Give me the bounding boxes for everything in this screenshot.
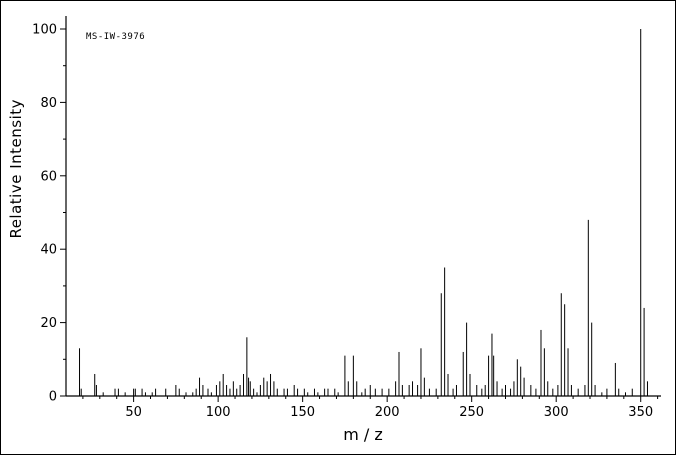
spectrum-id-label: MS-IW-3976: [86, 32, 146, 42]
x-tick-label: 50: [125, 405, 142, 420]
y-tick-label: 60: [40, 169, 57, 184]
x-axis-title: m / z: [343, 425, 383, 444]
peak-lines: [79, 29, 648, 396]
x-tick-label: 150: [290, 405, 315, 420]
x-tick-label: 100: [206, 405, 231, 420]
x-tick-label: 350: [628, 405, 653, 420]
x-tick-label: 250: [459, 405, 484, 420]
y-tick-label: 80: [40, 96, 57, 111]
y-tick-label: 40: [40, 243, 57, 258]
y-tick-label: 100: [32, 23, 57, 38]
y-tick-label: 0: [49, 390, 57, 405]
y-tick-label: 20: [40, 316, 57, 331]
x-tick-label: 300: [544, 405, 569, 420]
y-axis-title: Relative Intensity: [7, 99, 25, 239]
x-tick-label: 200: [375, 405, 400, 420]
